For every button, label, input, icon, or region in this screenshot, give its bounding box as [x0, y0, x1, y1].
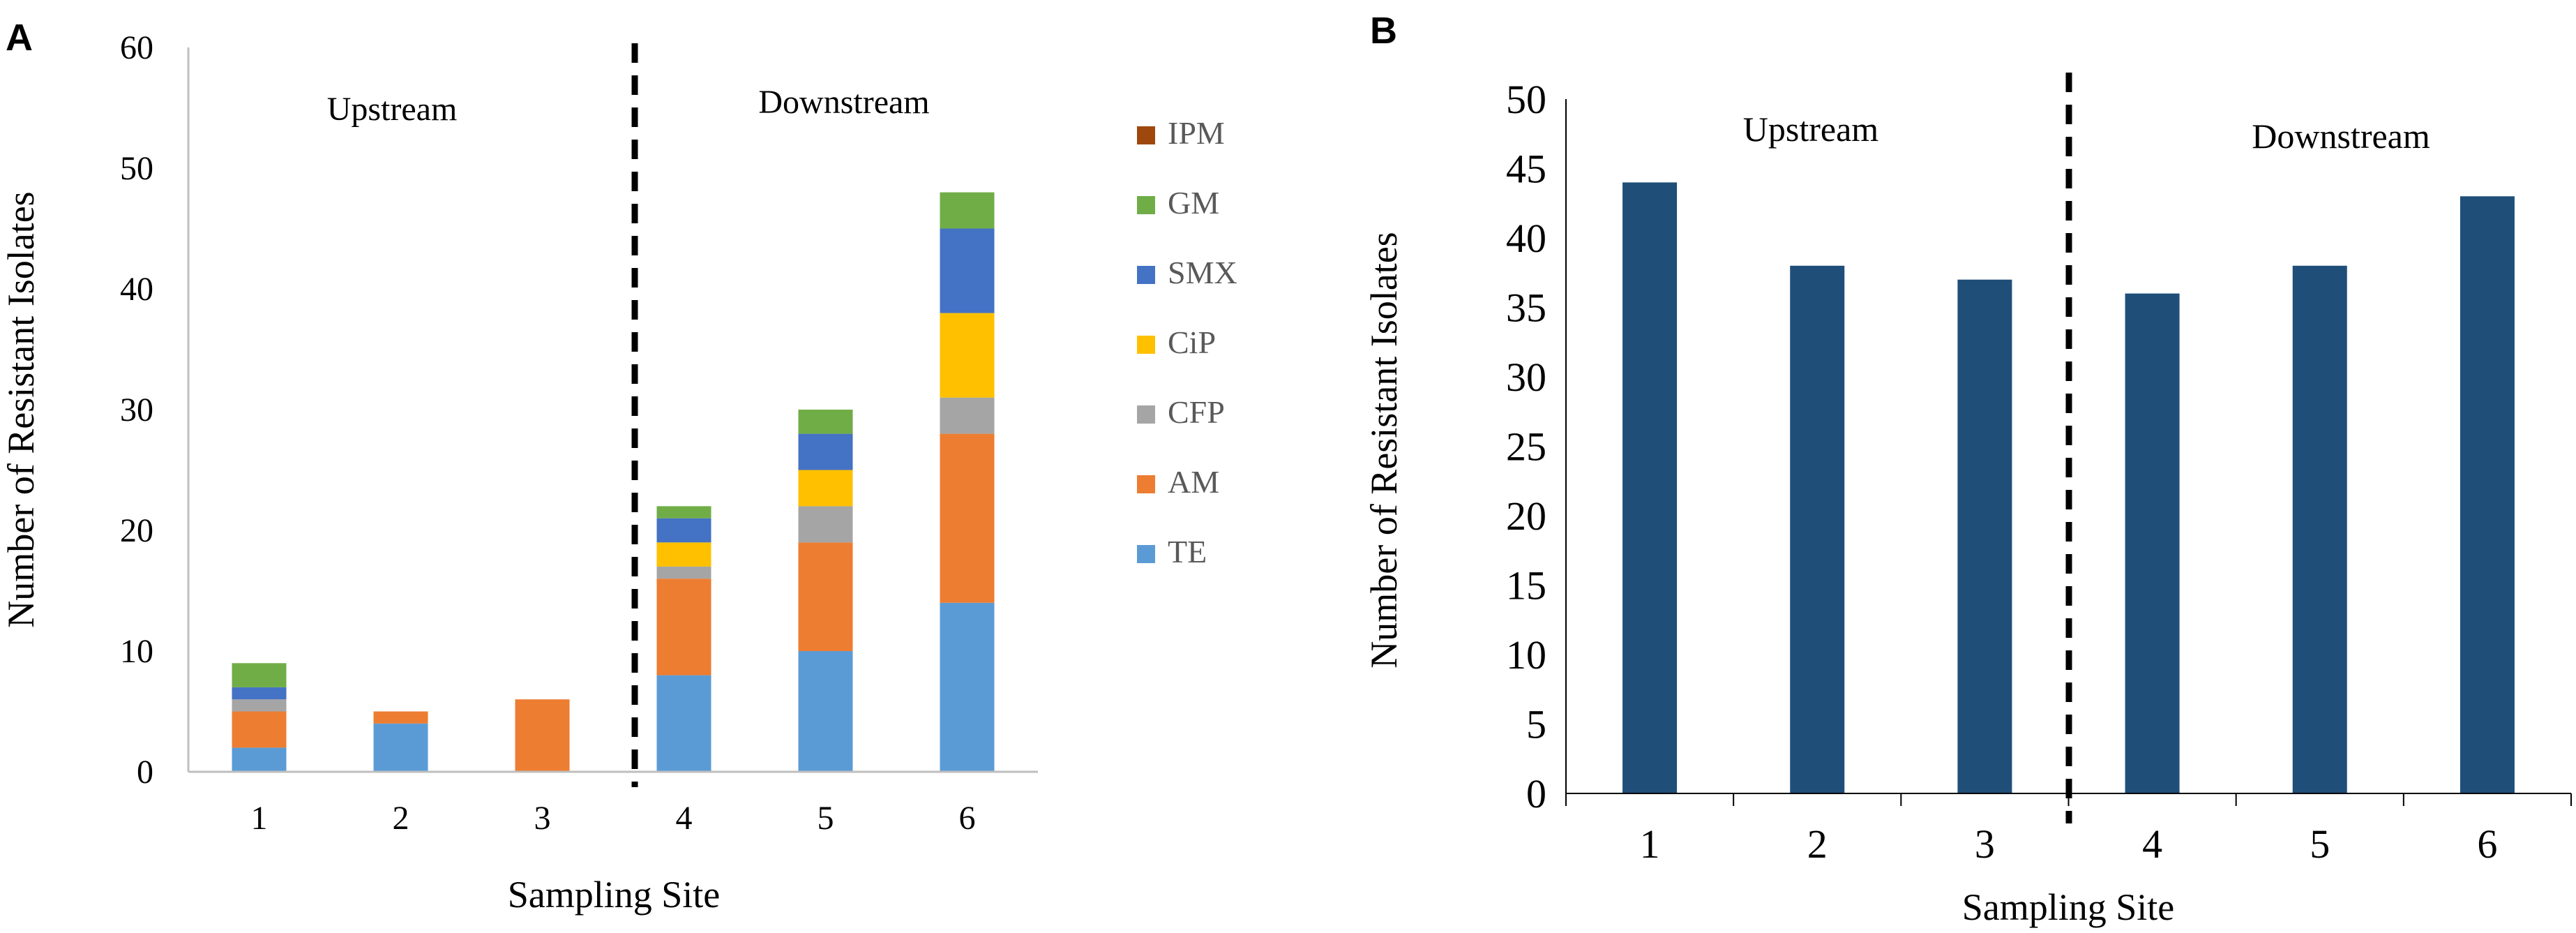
panel-b-y-tick-label: 50 — [1506, 77, 1546, 122]
panel-a-bar-segment-smx — [656, 518, 711, 543]
panel-a-x-tick-label: 2 — [393, 800, 409, 837]
panel-a-bar-segment-cfp — [940, 397, 995, 434]
panel-b-x-tick-label: 2 — [1807, 821, 1828, 867]
panel-a-chart: A 0 10 20 30 40 50 60 1 2 3 4 5 6 Upstream Downstre… — [0, 17, 1237, 916]
panel-a-bar-segment-cip — [940, 313, 995, 398]
panel-a-legend: IPM GM SMX CiP CFP AM TE — [1137, 115, 1237, 569]
panel-a-bar-segment-smx — [798, 433, 853, 470]
panel-a-bar-segment-te — [798, 651, 853, 772]
panel-a-bar-segment-am — [798, 542, 853, 651]
panel-b-region-downstream: Downstream — [2252, 117, 2430, 156]
panel-b-bar — [2125, 293, 2180, 794]
panel-a-y-tick-label: 0 — [137, 754, 153, 791]
panel-a-bar-segment-am — [656, 579, 711, 676]
legend-label-smx: SMX — [1168, 255, 1237, 290]
panel-a-y-axis-title: Number of Resistant Isolates — [0, 191, 42, 627]
panel-a-bar-segment-smx — [232, 687, 287, 700]
panel-b-bars — [1622, 182, 2515, 794]
panel-a-x-ticks: 1 2 3 4 5 6 — [251, 800, 976, 837]
panel-a-bar-segment-te — [940, 602, 995, 772]
legend-label-gm: GM — [1168, 185, 1219, 221]
legend-label-cfp: CFP — [1168, 394, 1225, 430]
panel-b-bar — [2292, 265, 2347, 793]
legend-swatch-te — [1137, 545, 1155, 563]
panel-b-x-tick-label: 6 — [2477, 821, 2497, 867]
panel-a-y-ticks: 0 10 20 30 40 50 60 — [120, 29, 153, 791]
panel-b-x-tick-label: 3 — [1975, 821, 1995, 867]
panel-a-bar-segment-gm — [232, 663, 287, 687]
panel-b-y-axis-title: Number of Resistant Isolates — [1363, 232, 1405, 668]
legend-swatch-am — [1137, 475, 1155, 493]
panel-a-y-tick-label: 10 — [120, 633, 153, 670]
panel-a-bar-segment-te — [656, 675, 711, 772]
panel-b-x-axis-title: Sampling Site — [1962, 886, 2175, 928]
panel-b-y-tick-label: 0 — [1526, 771, 1546, 816]
panel-a-bar-segment-gm — [940, 192, 995, 229]
panel-b-x-tick-label: 4 — [2142, 821, 2162, 867]
legend-label-ipm: IPM — [1168, 115, 1225, 151]
legend-label-am: AM — [1168, 464, 1219, 500]
panel-a-bar-segment-smx — [940, 228, 995, 313]
panel-b-y-tick-label: 25 — [1506, 424, 1546, 470]
panel-a-y-tick-label: 40 — [120, 271, 153, 308]
panel-a-bar-segment-gm — [656, 506, 711, 518]
panel-a-bar-segment-am — [515, 699, 570, 772]
panel-b-region-upstream: Upstream — [1743, 110, 1878, 149]
legend-swatch-cip — [1137, 336, 1155, 354]
legend-swatch-smx — [1137, 266, 1155, 284]
panel-b-y-tick-label: 5 — [1526, 702, 1546, 747]
panel-a-bars — [232, 192, 995, 772]
panel-a-label: A — [6, 17, 33, 59]
panel-a-region-downstream: Downstream — [758, 84, 929, 121]
legend-swatch-ipm — [1137, 126, 1155, 144]
legend-swatch-cfp — [1137, 405, 1155, 424]
panel-a-x-tick-label: 5 — [818, 800, 834, 837]
panel-a-bar-segment-cfp — [798, 506, 853, 543]
panel-b-x-tick-label: 1 — [1640, 821, 1660, 867]
legend-label-te: TE — [1168, 534, 1207, 569]
panel-a-bar-segment-am — [373, 711, 428, 724]
panel-b-bar — [1957, 279, 2012, 793]
panel-a-y-tick-label: 20 — [120, 512, 153, 549]
panel-b-bar — [1790, 265, 1845, 793]
panel-a-bar-segment-cip — [656, 542, 711, 567]
panel-b-bar — [2460, 196, 2515, 793]
panel-a-bar-segment-am — [940, 433, 995, 603]
panel-a-y-tick-label: 50 — [120, 150, 153, 187]
panel-a-bar-segment-cfp — [232, 699, 287, 712]
panel-b-bar — [1622, 182, 1678, 793]
panel-b-y-ticks: 0 5 10 15 20 25 30 35 40 45 50 — [1506, 77, 1546, 816]
panel-b-y-tick-label: 15 — [1506, 563, 1546, 609]
panel-a-x-tick-label: 1 — [251, 800, 268, 837]
panel-a-x-tick-label: 4 — [676, 800, 693, 837]
panel-b-y-tick-label: 35 — [1506, 285, 1546, 331]
panel-a-y-tick-label: 30 — [120, 391, 153, 428]
panel-a-region-upstream: Upstream — [327, 91, 458, 128]
panel-a-x-axis-title: Sampling Site — [508, 874, 721, 916]
panel-b-y-tick-label: 45 — [1506, 147, 1546, 192]
panel-b-label: B — [1370, 10, 1397, 52]
panel-b-x-tick-label: 5 — [2310, 821, 2330, 867]
panel-a-bar-segment-cfp — [656, 566, 711, 579]
legend-swatch-gm — [1137, 196, 1155, 214]
panel-a-bar-segment-cip — [798, 470, 853, 507]
panel-a-bar-segment-gm — [798, 410, 853, 434]
panel-b-y-tick-label: 30 — [1506, 354, 1546, 400]
panel-a-bar-segment-am — [232, 711, 287, 748]
panel-a-x-tick-label: 3 — [534, 800, 551, 837]
panel-a-x-tick-label: 6 — [959, 800, 976, 837]
panel-b-x-ticks: 1 2 3 4 5 6 — [1565, 793, 2572, 867]
legend-label-cip: CiP — [1168, 324, 1216, 360]
panel-a-bar-segment-te — [373, 723, 428, 772]
panel-b-y-tick-label: 40 — [1506, 216, 1546, 261]
panel-b-y-tick-label: 20 — [1506, 493, 1546, 539]
panel-a-bar-segment-te — [232, 747, 287, 772]
panel-b-y-tick-label: 10 — [1506, 632, 1546, 678]
panel-a-y-tick-label: 60 — [120, 29, 153, 66]
